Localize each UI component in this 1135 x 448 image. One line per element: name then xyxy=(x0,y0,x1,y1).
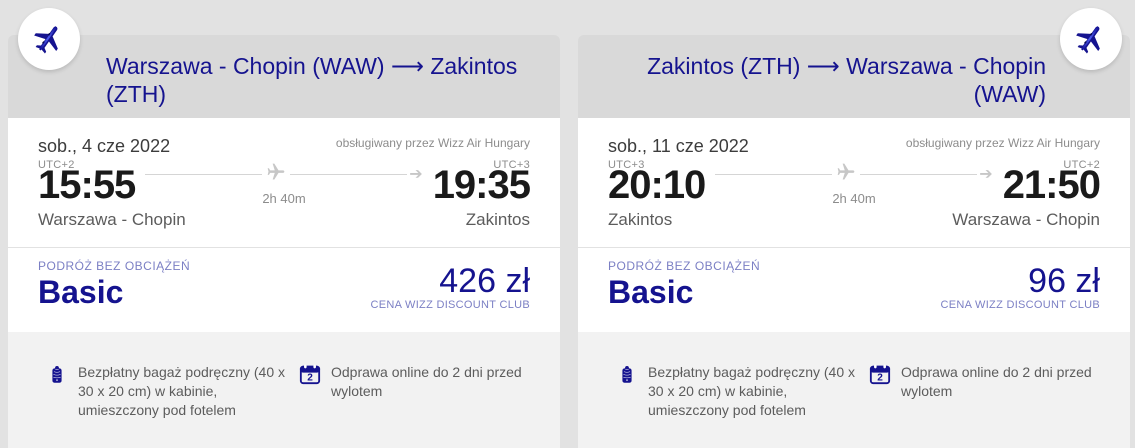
svg-text:2: 2 xyxy=(307,372,313,383)
svg-text:2: 2 xyxy=(877,372,883,383)
